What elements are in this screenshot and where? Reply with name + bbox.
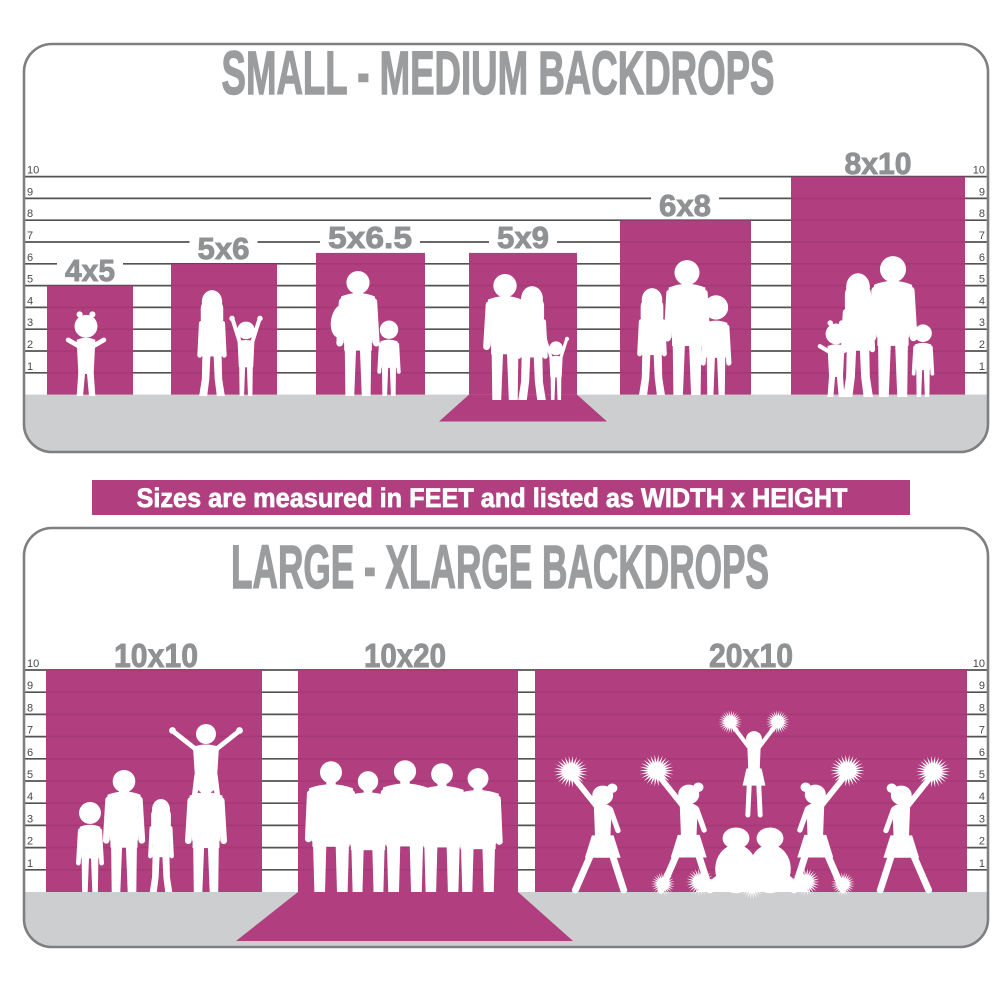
svg-text:8: 8 <box>979 208 985 220</box>
svg-text:10: 10 <box>27 165 39 177</box>
svg-text:4: 4 <box>979 295 985 307</box>
svg-text:7: 7 <box>979 725 985 737</box>
svg-text:2: 2 <box>979 339 985 351</box>
svg-text:10x10: 10x10 <box>114 637 198 674</box>
svg-text:9: 9 <box>27 186 33 198</box>
svg-text:10: 10 <box>27 658 39 670</box>
svg-text:10: 10 <box>973 658 985 670</box>
svg-text:1: 1 <box>27 858 33 870</box>
svg-text:9: 9 <box>27 680 33 692</box>
svg-text:3: 3 <box>979 317 985 329</box>
svg-text:5: 5 <box>979 274 985 286</box>
svg-text:7: 7 <box>979 230 985 242</box>
svg-text:10: 10 <box>973 165 985 177</box>
svg-text:SMALL - MEDIUM BACKDROPS: SMALL - MEDIUM BACKDROPS <box>222 39 775 107</box>
svg-text:5: 5 <box>27 274 33 286</box>
svg-text:5: 5 <box>979 769 985 781</box>
svg-text:7: 7 <box>27 725 33 737</box>
svg-text:7: 7 <box>27 230 33 242</box>
svg-text:2: 2 <box>27 339 33 351</box>
svg-text:8x10: 8x10 <box>845 146 912 181</box>
svg-text:6: 6 <box>27 252 33 264</box>
svg-text:2: 2 <box>979 836 985 848</box>
svg-text:4: 4 <box>979 791 985 803</box>
svg-text:8: 8 <box>27 702 33 714</box>
svg-text:5: 5 <box>27 769 33 781</box>
svg-text:6x8: 6x8 <box>659 188 711 223</box>
svg-text:8: 8 <box>27 208 33 220</box>
svg-text:3: 3 <box>27 317 33 329</box>
svg-text:10x20: 10x20 <box>364 637 446 674</box>
svg-text:20x10: 20x10 <box>709 637 793 674</box>
svg-text:6: 6 <box>979 252 985 264</box>
svg-text:5x6.5: 5x6.5 <box>328 220 412 255</box>
svg-text:1: 1 <box>979 858 985 870</box>
svg-text:8: 8 <box>979 702 985 714</box>
svg-text:4: 4 <box>27 791 33 803</box>
svg-text:5x9: 5x9 <box>497 220 549 255</box>
svg-text:6: 6 <box>27 747 33 759</box>
svg-text:9: 9 <box>979 186 985 198</box>
svg-text:9: 9 <box>979 680 985 692</box>
svg-text:4: 4 <box>27 295 33 307</box>
svg-text:1: 1 <box>27 361 33 373</box>
svg-text:3: 3 <box>27 813 33 825</box>
svg-text:5x6: 5x6 <box>198 231 250 266</box>
svg-text:1: 1 <box>979 361 985 373</box>
svg-text:4x5: 4x5 <box>65 253 115 288</box>
svg-text:6: 6 <box>979 747 985 759</box>
svg-text:3: 3 <box>979 813 985 825</box>
svg-text:Sizes are measured in FEET and: Sizes are measured in FEET and listed as… <box>137 483 848 513</box>
svg-text:2: 2 <box>27 836 33 848</box>
svg-text:LARGE - XLARGE BACKDROPS: LARGE - XLARGE BACKDROPS <box>231 533 769 601</box>
